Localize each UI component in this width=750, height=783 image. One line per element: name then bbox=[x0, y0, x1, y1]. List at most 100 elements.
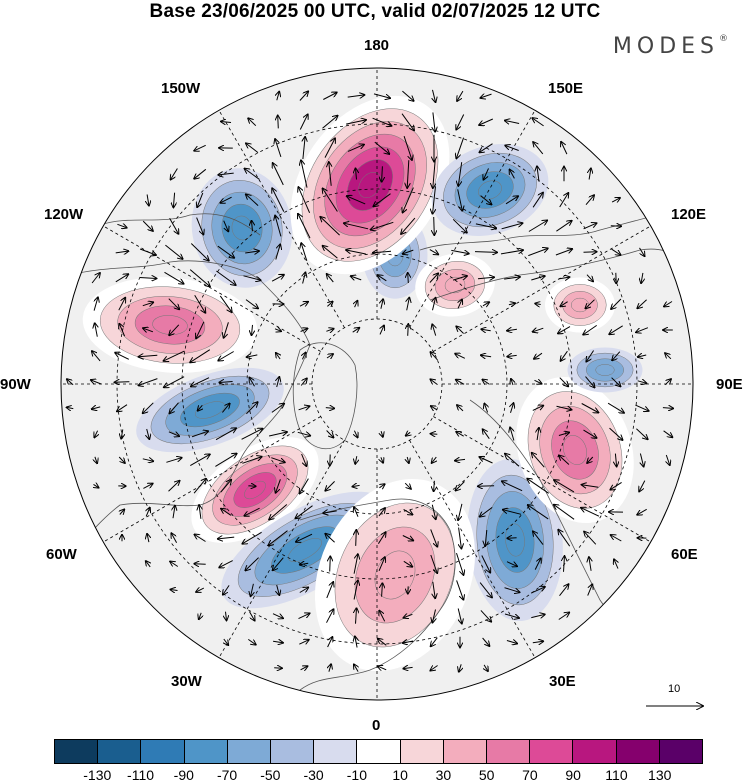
lon-label-0: 0 bbox=[372, 717, 381, 734]
wind-vector-arrow bbox=[556, 221, 571, 232]
wind-vector-arrow bbox=[403, 508, 413, 514]
wind-vector-arrow bbox=[191, 431, 208, 438]
wind-vector-arrow bbox=[479, 118, 494, 125]
wind-vector-arrow bbox=[221, 509, 232, 516]
wind-vector-arrow bbox=[190, 454, 209, 467]
wind-vector-arrow bbox=[478, 486, 495, 487]
wind-vector-arrow bbox=[452, 218, 467, 232]
wind-vector-arrow bbox=[194, 168, 207, 178]
colorbar-tick-label: -10 bbox=[346, 767, 367, 783]
wind-vector-arrow bbox=[379, 484, 384, 488]
wind-vector-arrow bbox=[430, 665, 438, 671]
wind-vector-arrow bbox=[196, 217, 204, 235]
wind-vector-arrow bbox=[326, 329, 333, 332]
wind-vector-arrow bbox=[561, 142, 568, 155]
wind-vector-arrow bbox=[298, 214, 311, 239]
wind-vector-arrow bbox=[190, 349, 211, 363]
wind-vector-arrow bbox=[242, 531, 262, 543]
positive-anomaly-contour bbox=[444, 276, 466, 294]
wind-vector-arrow bbox=[432, 504, 435, 519]
wind-vector-arrow bbox=[532, 453, 545, 468]
wind-vector-arrow bbox=[456, 114, 465, 130]
wind-vector-arrow bbox=[324, 138, 335, 158]
wind-vector-arrow bbox=[121, 429, 123, 438]
wind-vector-arrow bbox=[639, 247, 645, 256]
wind-vector-arrow bbox=[67, 407, 74, 408]
wind-vector-arrow bbox=[507, 355, 517, 356]
wind-vector-arrow bbox=[246, 402, 257, 415]
wind-vector-arrow bbox=[92, 351, 101, 362]
wind-vector-arrow bbox=[164, 376, 185, 388]
wind-vector-arrow bbox=[501, 223, 523, 230]
wind-vector-arrow bbox=[296, 505, 313, 519]
wind-vector-arrow bbox=[146, 561, 150, 568]
wind-vector-arrow bbox=[221, 122, 232, 123]
wind-vector-arrow bbox=[382, 166, 383, 181]
wind-vector-arrow bbox=[403, 135, 412, 160]
wind-vector-arrow bbox=[355, 637, 357, 648]
wind-vector-arrow bbox=[456, 327, 464, 334]
wind-vector-arrow bbox=[528, 248, 547, 257]
wind-vector-arrow bbox=[170, 562, 179, 567]
wind-vector-arrow bbox=[583, 324, 597, 334]
wind-vector-arrow bbox=[451, 250, 468, 253]
wind-vector-arrow bbox=[534, 380, 542, 383]
wind-vector-arrow bbox=[403, 667, 413, 668]
wind-vector-arrow bbox=[222, 404, 229, 413]
wind-vector-arrow bbox=[528, 505, 549, 520]
wind-vector-arrow bbox=[456, 481, 465, 491]
wind-vector-arrow bbox=[91, 380, 102, 384]
wind-vector-arrow bbox=[434, 216, 435, 235]
wind-vector-arrow bbox=[301, 453, 307, 466]
wind-vector-arrow bbox=[554, 505, 575, 520]
wind-vector-arrow bbox=[586, 299, 595, 309]
wind-vector-arrow bbox=[480, 457, 493, 464]
wind-vector-arrow bbox=[500, 250, 523, 255]
wind-vector-arrow bbox=[217, 245, 234, 258]
wind-vector-arrow bbox=[481, 555, 490, 573]
wind-vector-arrow bbox=[535, 304, 541, 305]
wind-vector-arrow bbox=[273, 163, 284, 186]
wind-vector-arrow bbox=[583, 252, 597, 253]
wind-vector-arrow bbox=[329, 664, 331, 672]
wind-vector-arrow bbox=[527, 479, 549, 494]
map-border bbox=[60, 67, 694, 701]
wind-vector-arrow bbox=[533, 142, 544, 155]
lon-label-90w: 90W bbox=[0, 376, 31, 393]
wind-vector-arrow bbox=[143, 402, 154, 413]
brand-name: MODES bbox=[612, 34, 719, 59]
wind-vector-arrow bbox=[268, 432, 287, 437]
wind-vector-arrow bbox=[585, 376, 595, 388]
wind-vector-arrow bbox=[554, 480, 575, 493]
wind-vector-arrow bbox=[147, 534, 149, 543]
wind-vector-arrow bbox=[404, 482, 411, 489]
colorbar-tick-label: 90 bbox=[565, 767, 581, 783]
colorbar-swatch bbox=[184, 740, 228, 763]
colorbar-tick-label: -30 bbox=[303, 767, 324, 783]
wind-vector-arrow bbox=[92, 407, 101, 409]
wind-vector-arrow bbox=[252, 221, 253, 232]
colorbar-swatch bbox=[314, 740, 358, 763]
wind-vector-arrow bbox=[351, 276, 362, 280]
wind-vector-arrow bbox=[559, 377, 568, 387]
wind-vector-arrow bbox=[300, 666, 308, 670]
wind-vector-arrow bbox=[199, 505, 201, 519]
wind-vector-arrow bbox=[611, 198, 620, 202]
wind-vector-arrow bbox=[533, 328, 544, 332]
wind-vector-arrow bbox=[531, 276, 544, 281]
colorbar-swatch bbox=[573, 740, 617, 763]
wind-vector-arrow bbox=[355, 456, 357, 464]
wind-vector-arrow bbox=[246, 143, 259, 153]
wind-vector-arrow bbox=[479, 582, 492, 598]
wind-vector-arrow bbox=[507, 329, 517, 330]
wind-vector-arrow bbox=[475, 223, 496, 228]
colorbar-swatch bbox=[616, 740, 660, 763]
wind-vector-arrow bbox=[325, 481, 335, 490]
wind-vector-arrow bbox=[248, 118, 257, 127]
wind-vector-arrow bbox=[507, 538, 517, 539]
wind-vector-arrow bbox=[378, 508, 385, 517]
wind-vector-arrow bbox=[429, 249, 438, 255]
wind-vector-arrow bbox=[452, 276, 467, 281]
wind-vector-arrow bbox=[139, 248, 156, 255]
wind-vector-arrow bbox=[379, 611, 386, 622]
